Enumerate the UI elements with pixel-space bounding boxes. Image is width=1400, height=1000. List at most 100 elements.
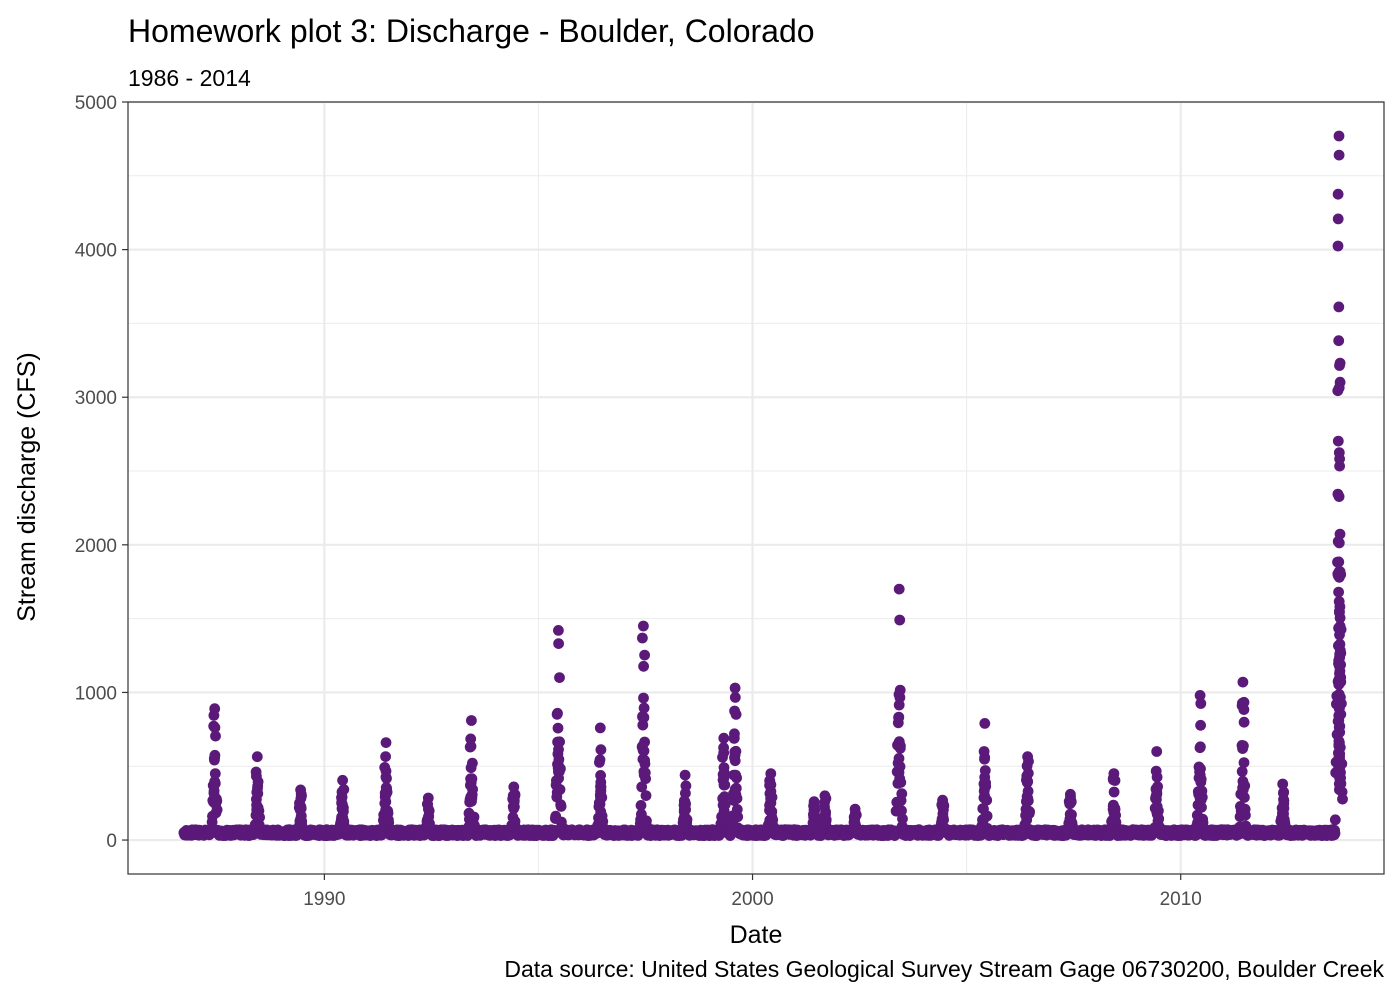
data-point <box>637 711 648 722</box>
data-point <box>554 672 565 683</box>
data-point <box>1329 814 1341 826</box>
data-point <box>380 803 392 815</box>
data-point <box>1278 794 1289 805</box>
data-point <box>1333 382 1345 394</box>
data-point <box>640 790 652 801</box>
data-point <box>730 745 742 757</box>
data-point <box>209 754 220 766</box>
data-point <box>896 788 908 800</box>
data-point <box>978 778 990 790</box>
data-point <box>1194 787 1206 799</box>
data-points <box>178 130 1348 841</box>
data-point <box>1335 691 1346 703</box>
data-point <box>1150 804 1162 816</box>
data-point <box>1332 213 1344 225</box>
data-point <box>1023 805 1035 817</box>
data-point <box>638 660 649 672</box>
data-point <box>764 779 775 791</box>
data-point <box>1333 537 1345 549</box>
x-axis: 1990 2000 2010 <box>303 874 1202 910</box>
data-point <box>211 804 223 816</box>
y-tick-label: 4000 <box>75 241 117 262</box>
data-point <box>554 784 566 795</box>
data-point <box>729 705 740 717</box>
panel-background <box>128 102 1384 874</box>
y-axis: 0 1000 2000 3000 4000 5000 <box>75 93 128 852</box>
x-axis-title: Date <box>730 921 783 949</box>
data-point <box>466 715 477 726</box>
data-point <box>638 745 650 757</box>
data-point <box>423 805 435 817</box>
panel-border <box>127 101 1385 875</box>
data-point <box>1023 756 1034 767</box>
data-point <box>979 752 991 763</box>
data-point <box>1333 751 1345 763</box>
y-tick-label: 1000 <box>75 683 117 704</box>
data-point <box>639 754 650 766</box>
data-point <box>552 722 564 734</box>
data-point <box>678 804 690 815</box>
data-point <box>936 816 947 828</box>
y-tick-label: 2000 <box>75 536 117 557</box>
data-point <box>766 791 778 803</box>
data-point <box>594 722 606 734</box>
data-point <box>1239 792 1250 803</box>
data-point <box>1334 357 1346 369</box>
data-point <box>555 801 567 812</box>
data-point <box>250 766 262 778</box>
data-point <box>209 722 221 733</box>
data-point <box>893 689 905 700</box>
data-point <box>1337 793 1348 805</box>
data-point <box>595 776 607 788</box>
x-tick-label: 1990 <box>303 889 345 910</box>
data-point <box>719 767 730 779</box>
data-point <box>730 782 742 794</box>
data-point <box>732 811 744 823</box>
data-point <box>637 632 648 644</box>
data-point <box>1107 774 1119 786</box>
data-point <box>1333 130 1345 142</box>
data-point <box>380 751 391 762</box>
y-axis-title: Stream discharge (CFS) <box>13 352 41 622</box>
data-point <box>719 799 731 810</box>
data-point <box>252 776 264 788</box>
data-point <box>1151 771 1163 783</box>
data-point <box>728 733 740 744</box>
data-point <box>1334 648 1346 660</box>
data-point <box>1278 802 1290 814</box>
data-point <box>553 625 564 636</box>
data-point <box>1334 528 1346 540</box>
data-point <box>893 753 905 764</box>
data-point <box>638 702 650 714</box>
data-point <box>1334 675 1346 686</box>
x-tick-label: 2010 <box>1160 889 1202 910</box>
data-point <box>553 638 564 649</box>
data-point <box>553 744 564 755</box>
data-point <box>1334 784 1345 796</box>
data-point <box>208 710 220 721</box>
data-point <box>380 782 392 793</box>
data-point <box>1196 801 1207 813</box>
data-point <box>1151 785 1163 797</box>
data-point <box>893 699 905 711</box>
data-point <box>896 805 907 817</box>
data-point <box>1329 827 1341 839</box>
data-point <box>981 810 993 822</box>
plot-panel <box>127 100 1385 875</box>
data-point <box>718 732 730 744</box>
data-point <box>639 736 650 748</box>
data-point <box>1333 586 1344 598</box>
data-point <box>893 583 905 595</box>
data-point <box>808 821 820 833</box>
data-point <box>1333 301 1345 313</box>
data-point <box>464 741 476 753</box>
data-point <box>1238 757 1250 768</box>
data-point <box>894 614 906 626</box>
data-point <box>1195 698 1207 709</box>
data-point <box>468 811 480 823</box>
data-point <box>1240 809 1251 821</box>
x-tick-label: 2000 <box>731 889 773 910</box>
data-point <box>897 813 908 825</box>
data-point <box>1333 335 1345 347</box>
